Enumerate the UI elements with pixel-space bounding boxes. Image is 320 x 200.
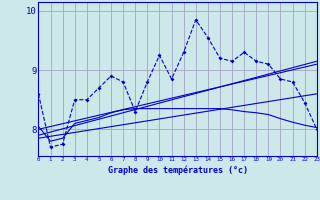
X-axis label: Graphe des températures (°c): Graphe des températures (°c) [108,165,248,175]
